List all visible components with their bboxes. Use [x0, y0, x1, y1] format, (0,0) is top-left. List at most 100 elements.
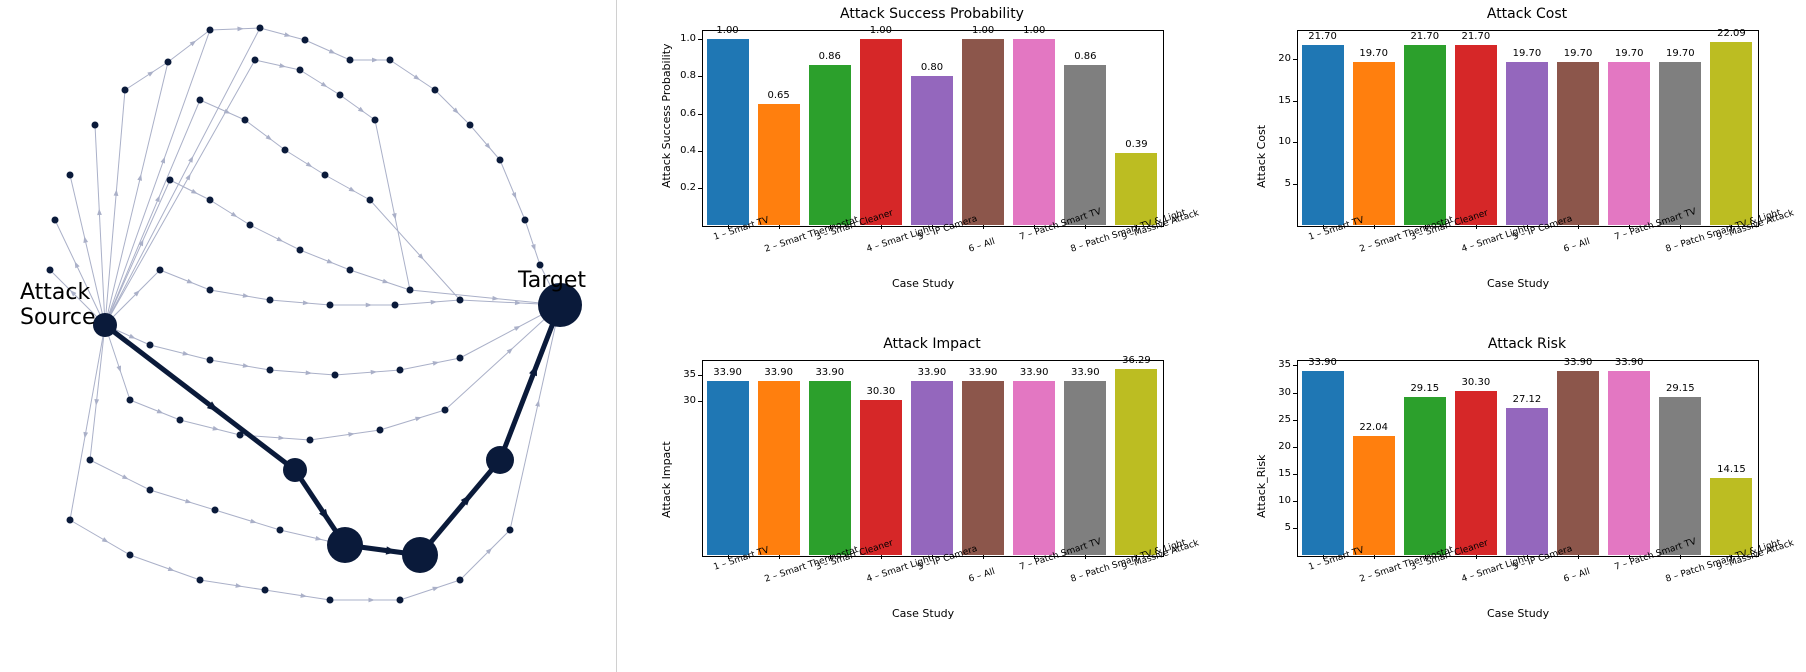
- bar-value-label: 33.90: [1551, 357, 1605, 368]
- xtick-mark: [881, 555, 882, 559]
- bar: [1353, 436, 1395, 555]
- bar: [860, 39, 902, 225]
- page-root: AttackSource Target Attack Success Proba…: [0, 0, 1806, 672]
- bar: [1455, 45, 1497, 225]
- ytick-mark: [698, 114, 702, 115]
- bar: [1404, 45, 1446, 225]
- ytick-label: 25: [1278, 414, 1291, 425]
- bar-value-label: 1.00: [1007, 25, 1061, 36]
- chart-title: Attack Risk: [1297, 336, 1757, 352]
- bar: [1064, 65, 1106, 225]
- bar-value-label: 22.04: [1347, 422, 1401, 433]
- xtick-mark: [1034, 225, 1035, 229]
- xtick-label: 6 – All: [1563, 237, 1592, 255]
- xtick-mark: [1374, 555, 1375, 559]
- y-axis-label: Attack_Risk: [1255, 454, 1268, 517]
- xtick-mark: [1323, 555, 1324, 559]
- xtick-mark: [779, 225, 780, 229]
- chart-impact: Attack Impact3035Attack Impact33.9033.90…: [632, 330, 1192, 650]
- bar-value-label: 33.90: [1602, 357, 1656, 368]
- bar-value-label: 21.70: [1398, 31, 1452, 42]
- ytick-mark: [1293, 447, 1297, 448]
- bar-value-label: 33.90: [752, 367, 806, 378]
- chart-title: Attack Cost: [1297, 6, 1757, 22]
- ytick-mark: [1293, 501, 1297, 502]
- bar-value-label: 33.90: [1058, 367, 1112, 378]
- ytick-label: 35: [1278, 359, 1291, 370]
- bar-value-label: 14.15: [1704, 464, 1758, 475]
- bar-value-label: 19.70: [1653, 48, 1707, 59]
- xtick-mark: [1527, 225, 1528, 229]
- attack-graph: [0, 0, 616, 672]
- bar: [1404, 397, 1446, 555]
- bar: [707, 39, 749, 225]
- bar-value-label: 21.70: [1449, 31, 1503, 42]
- bar: [1115, 369, 1157, 555]
- source-label: AttackSource: [20, 280, 96, 330]
- chart-cost: Attack Cost5101520Attack Cost21.7019.702…: [1227, 0, 1787, 320]
- ytick-label: 15: [1278, 95, 1291, 106]
- ytick-mark: [1293, 142, 1297, 143]
- bar: [1557, 371, 1599, 555]
- xtick-mark: [932, 555, 933, 559]
- ytick-label: 0.4: [680, 145, 696, 156]
- xtick-mark: [1629, 555, 1630, 559]
- bar: [707, 381, 749, 555]
- xtick-mark: [1731, 225, 1732, 229]
- bar-value-label: 1.00: [956, 25, 1010, 36]
- ytick-mark: [1293, 528, 1297, 529]
- bar-value-label: 1.00: [854, 25, 908, 36]
- bar: [1710, 42, 1752, 225]
- bar-value-label: 33.90: [1296, 357, 1350, 368]
- xtick-mark: [728, 225, 729, 229]
- chart-risk: Attack Risk5101520253035Attack_Risk33.90…: [1227, 330, 1787, 650]
- xtick-mark: [983, 555, 984, 559]
- xtick-mark: [1425, 555, 1426, 559]
- bar-value-label: 29.15: [1398, 383, 1452, 394]
- chart-title: Attack Success Probability: [702, 6, 1162, 22]
- bar-value-label: 0.65: [752, 90, 806, 101]
- bar-value-label: 30.30: [1449, 377, 1503, 388]
- xtick-mark: [1527, 555, 1528, 559]
- ytick-label: 35: [683, 369, 696, 380]
- xtick-mark: [881, 225, 882, 229]
- xtick-mark: [1374, 225, 1375, 229]
- xtick-mark: [1578, 555, 1579, 559]
- ytick-mark: [698, 188, 702, 189]
- bar: [1710, 478, 1752, 555]
- bar-value-label: 27.12: [1500, 394, 1554, 405]
- bar: [962, 381, 1004, 555]
- xtick-mark: [1476, 225, 1477, 229]
- bar-value-label: 36.29: [1109, 355, 1163, 366]
- ytick-label: 0.8: [680, 70, 696, 81]
- bar: [860, 400, 902, 555]
- bar-value-label: 19.70: [1500, 48, 1554, 59]
- ytick-mark: [1293, 474, 1297, 475]
- bar-value-label: 19.70: [1602, 48, 1656, 59]
- ytick-mark: [698, 76, 702, 77]
- bar-value-label: 0.86: [803, 51, 857, 62]
- xtick-mark: [1476, 555, 1477, 559]
- ytick-label: 20: [1278, 53, 1291, 64]
- bar: [1013, 39, 1055, 225]
- xtick-mark: [1323, 225, 1324, 229]
- bar-value-label: 33.90: [1007, 367, 1061, 378]
- x-axis-label: Case Study: [1487, 607, 1549, 620]
- xtick-mark: [779, 555, 780, 559]
- ytick-label: 0.6: [680, 108, 696, 119]
- bar: [1013, 381, 1055, 555]
- ytick-label: 30: [683, 395, 696, 406]
- bar-value-label: 19.70: [1347, 48, 1401, 59]
- xtick-mark: [1085, 225, 1086, 229]
- xtick-mark: [1578, 225, 1579, 229]
- bar-value-label: 33.90: [803, 367, 857, 378]
- x-axis-label: Case Study: [892, 277, 954, 290]
- bar-value-label: 1.00: [701, 25, 755, 36]
- xtick-mark: [1425, 225, 1426, 229]
- bar: [1506, 62, 1548, 225]
- bar: [758, 104, 800, 225]
- xtick-mark: [1680, 555, 1681, 559]
- ytick-label: 30: [1278, 387, 1291, 398]
- xtick-mark: [1136, 225, 1137, 229]
- bar: [809, 381, 851, 555]
